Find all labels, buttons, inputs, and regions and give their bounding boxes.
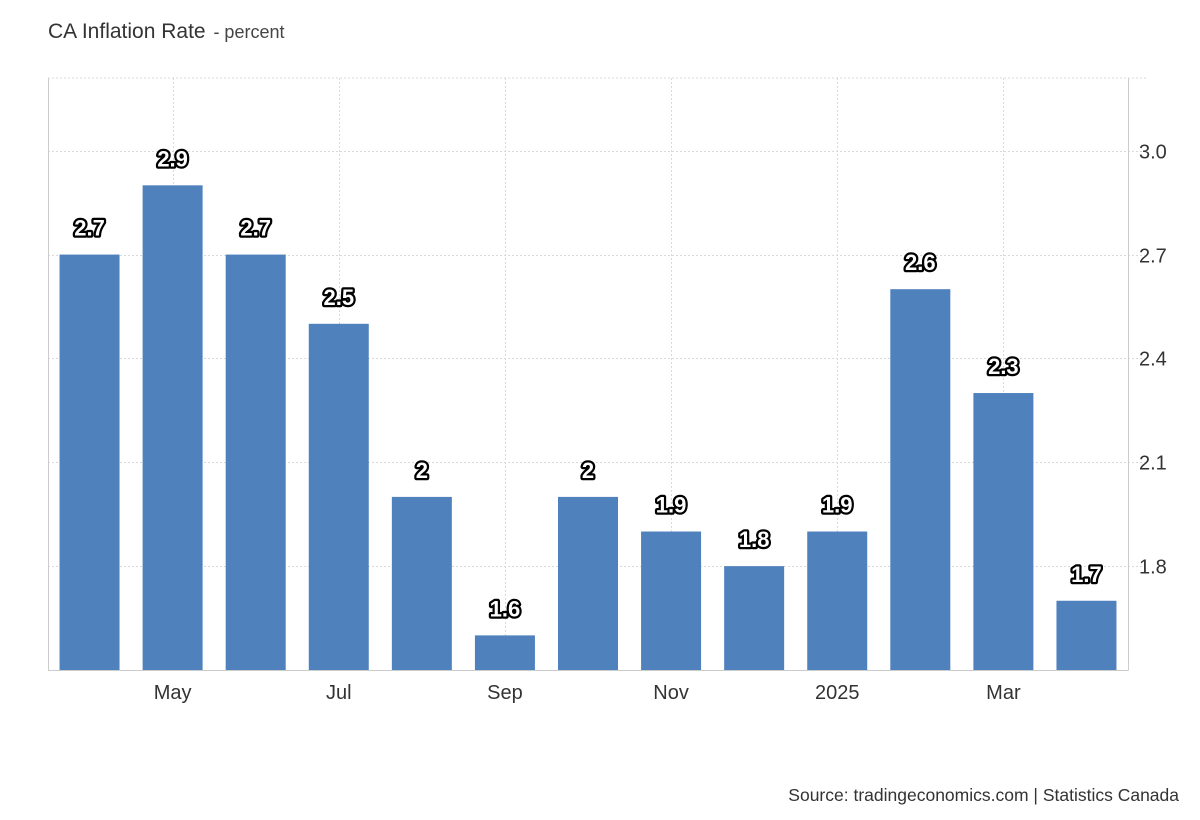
y-tick-label: 2.1: [1139, 453, 1167, 475]
bar: [308, 323, 369, 670]
data-label: 2.5: [323, 285, 354, 310]
data-label: 2.3: [988, 354, 1019, 379]
bar: [391, 496, 452, 670]
x-tick-label: Sep: [487, 682, 523, 704]
bar: [558, 496, 618, 670]
bar: [641, 531, 702, 670]
data-label: 2.6: [905, 250, 936, 275]
bar: [973, 393, 1034, 670]
source-credit: Source: tradingeconomics.com | Statistic…: [788, 785, 1179, 805]
x-tick-label: 2025: [815, 682, 860, 704]
bar-layer: [59, 185, 1117, 670]
x-tick-label: Jul: [326, 682, 352, 704]
bar: [142, 185, 203, 670]
axis-layer: 1.8 2.1 2.4 2.7 3.0 May Jul Sep Nov 2025 Mar: [48, 78, 1167, 704]
y-tick-label: 2.4: [1139, 349, 1167, 371]
y-tick-label: 1.8: [1139, 557, 1167, 579]
data-label: 1.7: [1071, 562, 1102, 587]
x-tick-label: Nov: [653, 682, 689, 704]
bar: [1056, 600, 1117, 670]
chart-title-block: CA Inflation Rate - percent: [48, 20, 284, 44]
data-label: 2.7: [74, 216, 105, 241]
data-label: 2.9: [157, 146, 188, 171]
bar: [724, 566, 785, 670]
bar: [225, 254, 286, 670]
data-label-layer: 2.7 2.9 2.7 2.5 2 1.6 2 1.9 1.8 1.9 2.6 2.3 1.7: [72, 144, 1104, 624]
data-label: 2: [582, 458, 594, 483]
chart-title: CA Inflation Rate: [48, 20, 206, 43]
data-label: 1.6: [490, 596, 521, 621]
data-label: 1.9: [822, 493, 853, 518]
chart-subtitle: - percent: [213, 22, 285, 42]
bar-chart: 2.72.92.72.521.621.91.81.92.62.31.7 1.82…: [48, 77, 1167, 704]
data-label: 1.9: [656, 493, 687, 518]
x-tick-label: May: [154, 682, 192, 704]
data-label: 1.8: [739, 527, 770, 552]
x-tick-label: Mar: [986, 682, 1021, 704]
bar: [59, 254, 120, 670]
data-label: 2.7: [240, 216, 271, 241]
bar: [807, 531, 868, 670]
data-label: 2: [416, 458, 428, 483]
bar: [890, 289, 951, 670]
y-tick-label: 3.0: [1139, 142, 1167, 164]
y-tick-label: 2.7: [1139, 246, 1167, 268]
bar: [474, 635, 535, 670]
